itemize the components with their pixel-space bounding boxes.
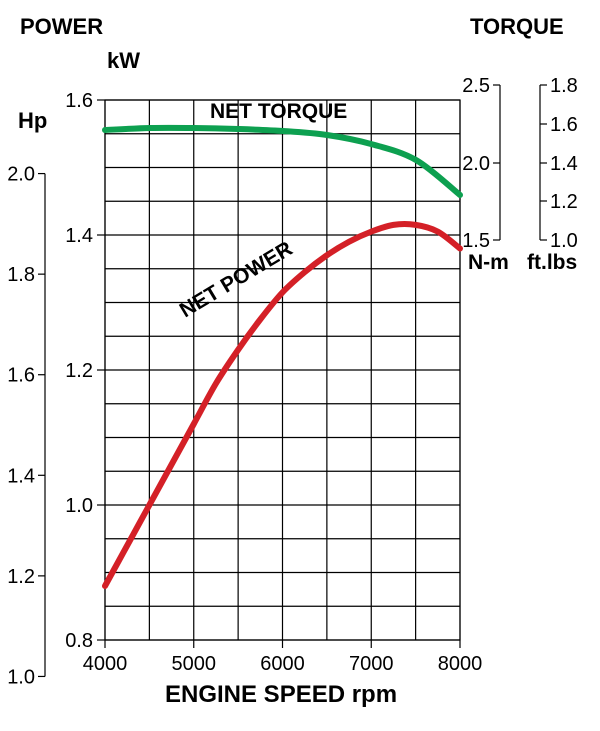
svg-text:1.4: 1.4: [550, 153, 578, 175]
svg-text:1.2: 1.2: [65, 360, 93, 382]
ftlb-label: ft.lbs: [527, 251, 577, 275]
svg-text:0.8: 0.8: [65, 630, 93, 652]
svg-text:1.6: 1.6: [7, 365, 35, 387]
svg-text:8000: 8000: [438, 653, 483, 675]
svg-text:1.4: 1.4: [65, 225, 93, 247]
engine-curve-chart: 4000 5000 6000 7000 8000 0.8 1.0 1.2 1.4 1.6 1.0 1.…: [0, 0, 600, 731]
svg-text:6000: 6000: [260, 653, 305, 675]
nm-label: N-m: [468, 251, 509, 275]
svg-text:2.0: 2.0: [7, 164, 35, 186]
power-heading: POWER: [20, 14, 103, 40]
svg-text:NET TORQUE: NET TORQUE: [210, 100, 347, 123]
svg-text:4000: 4000: [83, 653, 128, 675]
svg-text:2.0: 2.0: [462, 153, 490, 175]
svg-text:1.5: 1.5: [462, 230, 490, 252]
svg-text:1.8: 1.8: [550, 75, 578, 97]
svg-text:1.0: 1.0: [7, 666, 35, 688]
kw-label: kW: [107, 48, 140, 74]
svg-text:1.0: 1.0: [550, 230, 578, 252]
torque-heading: TORQUE: [470, 14, 564, 40]
svg-text:1.2: 1.2: [7, 566, 35, 588]
svg-text:7000: 7000: [349, 653, 394, 675]
svg-text:1.6: 1.6: [65, 90, 93, 112]
xaxis-label: ENGINE SPEED rpm: [165, 681, 397, 709]
svg-text:1.8: 1.8: [7, 264, 35, 286]
svg-text:1.2: 1.2: [550, 191, 578, 213]
svg-text:2.5: 2.5: [462, 75, 490, 97]
svg-text:1.0: 1.0: [65, 495, 93, 517]
svg-text:5000: 5000: [172, 653, 217, 675]
hp-label: Hp: [18, 108, 47, 134]
svg-text:1.4: 1.4: [7, 465, 35, 487]
svg-text:1.6: 1.6: [550, 114, 578, 136]
